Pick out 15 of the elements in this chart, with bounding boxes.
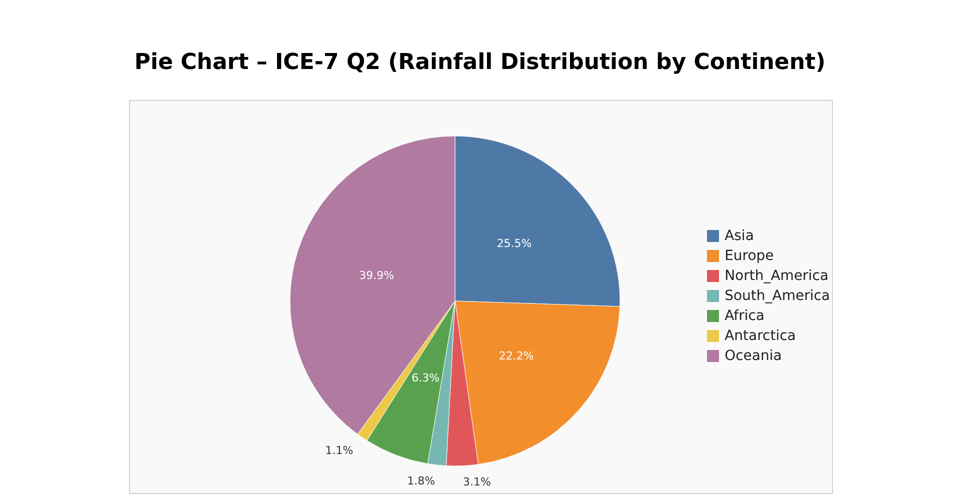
legend-label: Antarctica	[724, 327, 796, 346]
data-label: 6.3%	[412, 372, 440, 385]
data-label: 1.8%	[407, 474, 436, 488]
legend-label: Oceania	[724, 347, 782, 366]
legend-label: South_America	[724, 287, 830, 306]
data-label: 25.5%	[496, 237, 532, 250]
data-label: 22.2%	[498, 350, 534, 363]
data-label: 39.9%	[359, 268, 394, 282]
legend-label: North_America	[724, 267, 828, 286]
data-label: 3.1%	[462, 475, 491, 488]
legend-label: Africa	[724, 307, 764, 326]
legend-label: Europe	[724, 247, 774, 266]
legend-label: Asia	[724, 227, 754, 246]
chart-title: Pie Chart – ICE-7 Q2 (Rainfall Distribution by Continent)	[133, 49, 827, 77]
data-label: 1.1%	[325, 444, 354, 458]
